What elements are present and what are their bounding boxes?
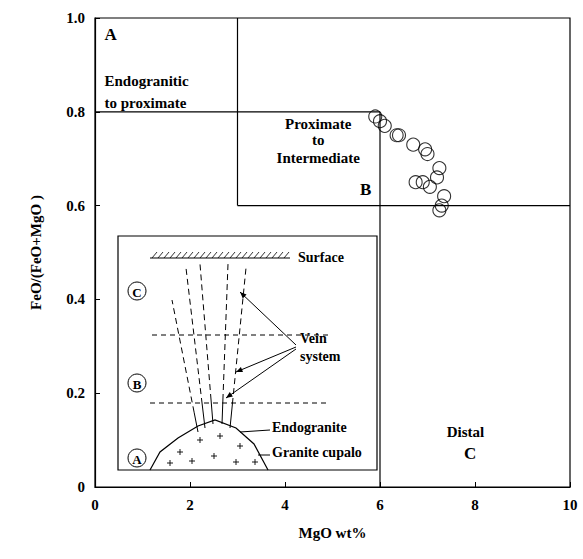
svg-text:Vein: Vein (300, 331, 327, 346)
svg-text:0: 0 (78, 479, 86, 495)
svg-text:Surface: Surface (298, 250, 344, 265)
svg-text:FeO/(FeO+MgO ): FeO/(FeO+MgO ) (28, 195, 45, 310)
svg-text:Proximate: Proximate (285, 116, 352, 132)
svg-text:A: A (105, 25, 118, 44)
svg-text:MgO wt%: MgO wt% (299, 525, 367, 541)
svg-text:A: A (132, 452, 142, 467)
svg-text:0: 0 (91, 497, 99, 513)
svg-text:10: 10 (563, 497, 578, 513)
svg-text:Granite cupalo: Granite cupalo (272, 445, 362, 460)
svg-text:0.2: 0.2 (66, 385, 85, 401)
svg-text:0.6: 0.6 (66, 198, 85, 214)
svg-text:8: 8 (471, 497, 479, 513)
svg-text:B: B (360, 180, 371, 199)
svg-text:1.0: 1.0 (66, 10, 85, 26)
svg-text:Endogranite: Endogranite (272, 420, 347, 435)
svg-text:Intermediate: Intermediate (277, 150, 361, 166)
svg-text:0.4: 0.4 (66, 291, 85, 307)
svg-text:B: B (133, 377, 142, 392)
svg-text:system: system (300, 349, 341, 364)
svg-text:0.8: 0.8 (66, 104, 85, 120)
svg-text:6: 6 (376, 497, 384, 513)
svg-text:4: 4 (281, 497, 289, 513)
svg-text:2: 2 (186, 497, 194, 513)
svg-text:C: C (464, 444, 476, 463)
svg-text:C: C (132, 285, 141, 300)
svg-text:Endogranitic: Endogranitic (105, 73, 190, 89)
svg-text:to proximate: to proximate (105, 95, 187, 111)
svg-text:to: to (312, 132, 325, 148)
svg-text:Distal: Distal (447, 424, 485, 440)
